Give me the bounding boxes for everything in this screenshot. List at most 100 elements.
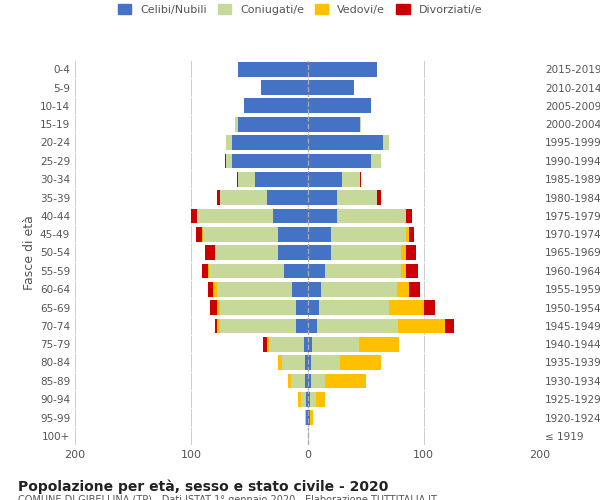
Bar: [311, 374, 325, 388]
Bar: [210, 300, 217, 315]
Bar: [269, 337, 304, 351]
Bar: [235, 117, 238, 132]
Bar: [305, 410, 307, 425]
Bar: [308, 410, 310, 425]
Bar: [205, 245, 215, 260]
Bar: [298, 392, 301, 406]
Bar: [424, 300, 436, 315]
Bar: [308, 337, 312, 351]
Bar: [278, 227, 308, 242]
Bar: [377, 190, 381, 205]
Bar: [220, 190, 267, 205]
Bar: [305, 355, 308, 370]
Bar: [319, 300, 389, 315]
Bar: [311, 355, 340, 370]
Bar: [406, 208, 412, 223]
Bar: [406, 245, 416, 260]
Bar: [406, 227, 409, 242]
Bar: [308, 264, 325, 278]
Bar: [308, 135, 383, 150]
Bar: [325, 264, 401, 278]
Bar: [226, 154, 232, 168]
Bar: [197, 208, 272, 223]
Bar: [236, 172, 238, 186]
Bar: [401, 245, 406, 260]
Bar: [401, 264, 406, 278]
Bar: [232, 135, 308, 150]
Bar: [310, 410, 313, 425]
Bar: [244, 98, 308, 113]
Bar: [308, 208, 337, 223]
Bar: [305, 374, 308, 388]
Bar: [322, 282, 397, 296]
Bar: [301, 392, 307, 406]
Bar: [220, 318, 296, 333]
Bar: [337, 190, 377, 205]
Bar: [308, 374, 311, 388]
Bar: [267, 190, 308, 205]
Bar: [308, 282, 322, 296]
Bar: [308, 245, 331, 260]
Bar: [308, 154, 371, 168]
Bar: [272, 208, 308, 223]
Bar: [217, 318, 220, 333]
Bar: [203, 227, 278, 242]
Bar: [310, 392, 316, 406]
Bar: [291, 374, 305, 388]
Bar: [202, 264, 208, 278]
Text: Popolazione per età, sesso e stato civile - 2020: Popolazione per età, sesso e stato civil…: [18, 480, 388, 494]
Bar: [337, 208, 406, 223]
Text: COMUNE DI GIBELLINA (TP) - Dati ISTAT 1° gennaio 2020 - Elaborazione TUTTITALIA.: COMUNE DI GIBELLINA (TP) - Dati ISTAT 1°…: [18, 495, 437, 500]
Bar: [308, 355, 311, 370]
Bar: [217, 300, 220, 315]
Bar: [255, 172, 308, 186]
Bar: [196, 227, 202, 242]
Bar: [308, 62, 377, 76]
Bar: [208, 264, 209, 278]
Bar: [238, 62, 308, 76]
Bar: [308, 98, 371, 113]
Bar: [284, 264, 308, 278]
Bar: [406, 264, 418, 278]
Bar: [296, 318, 308, 333]
Bar: [360, 172, 361, 186]
Bar: [397, 282, 409, 296]
Bar: [263, 337, 267, 351]
Bar: [383, 135, 389, 150]
Bar: [226, 135, 232, 150]
Bar: [308, 227, 331, 242]
Bar: [304, 337, 308, 351]
Bar: [191, 208, 197, 223]
Bar: [308, 172, 343, 186]
Bar: [340, 355, 381, 370]
Bar: [261, 80, 308, 95]
Bar: [360, 117, 361, 132]
Bar: [215, 245, 278, 260]
Bar: [359, 337, 400, 351]
Bar: [308, 392, 310, 406]
Bar: [208, 282, 214, 296]
Bar: [331, 227, 406, 242]
Bar: [225, 154, 226, 168]
Bar: [217, 190, 220, 205]
Bar: [232, 154, 308, 168]
Bar: [292, 282, 308, 296]
Bar: [325, 374, 365, 388]
Bar: [343, 172, 360, 186]
Bar: [389, 300, 424, 315]
Bar: [398, 318, 445, 333]
Bar: [209, 264, 284, 278]
Bar: [220, 300, 296, 315]
Bar: [308, 80, 354, 95]
Bar: [371, 154, 381, 168]
Bar: [312, 337, 359, 351]
Bar: [307, 410, 308, 425]
Bar: [445, 318, 454, 333]
Bar: [308, 318, 317, 333]
Bar: [282, 355, 305, 370]
Bar: [217, 282, 292, 296]
Bar: [238, 172, 255, 186]
Bar: [238, 117, 308, 132]
Bar: [214, 282, 217, 296]
Bar: [215, 318, 217, 333]
